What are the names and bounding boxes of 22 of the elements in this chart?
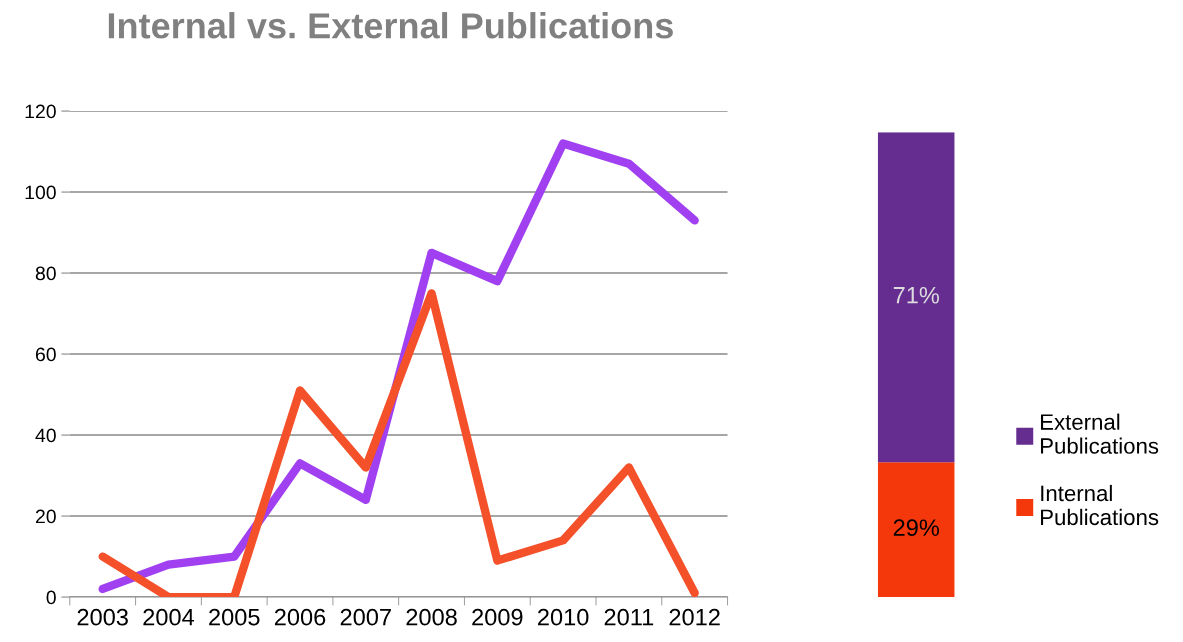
x-tick-label: 2009 <box>472 608 523 626</box>
y-tick-label: 0 <box>46 590 56 605</box>
y-tick-label: 100 <box>25 185 56 200</box>
x-tick-label: 2005 <box>209 608 260 626</box>
y-tick-label: 20 <box>35 509 56 524</box>
x-tick-label: 2007 <box>340 608 391 626</box>
x-tick-label: 2003 <box>77 608 128 626</box>
x-tick-label: 2008 <box>406 608 457 626</box>
chart-title: Internal vs. External Publications <box>108 12 673 39</box>
x-tick-label: 2012 <box>669 608 720 626</box>
x-tick-label: 2010 <box>538 608 589 626</box>
legend-label: Internal Publications <box>1041 484 1159 526</box>
data-label: 71% <box>893 286 940 304</box>
data-label: 29% <box>893 519 940 536</box>
x-tick-label: 2004 <box>143 608 195 626</box>
y-tick-label: 40 <box>35 428 56 443</box>
legend-label: External Publications <box>1041 413 1159 454</box>
y-tick-label: 80 <box>35 266 56 281</box>
y-tick-label: 120 <box>25 104 56 119</box>
x-tick-label: 2011 <box>604 608 654 626</box>
x-tick-label: 2006 <box>274 608 326 626</box>
y-tick-label: 60 <box>35 347 56 362</box>
